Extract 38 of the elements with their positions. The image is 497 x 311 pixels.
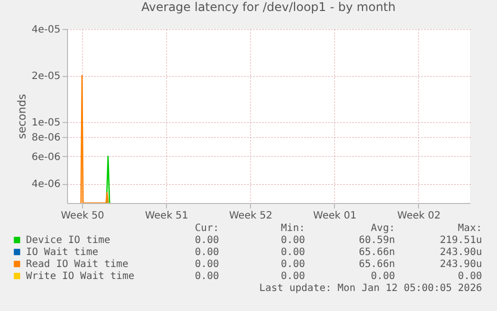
x-tick-label: Week 02: [397, 210, 441, 222]
x-tick-label: Week 01: [313, 210, 356, 222]
y-axis-title: seconds: [16, 94, 29, 139]
text: Cur:: [194, 223, 219, 234]
text: 0.00: [194, 259, 219, 270]
x-tick-label: Week 52: [229, 210, 272, 222]
x-tick-label: Week 51: [144, 210, 188, 222]
text: Min:: [280, 223, 305, 234]
text: 0.00: [194, 271, 219, 282]
text: 0.00: [194, 235, 219, 246]
legend-label: Read IO Wait time: [26, 259, 128, 270]
text: 243.90u: [440, 247, 482, 258]
text: 0.00: [280, 247, 305, 258]
text: 243.90u: [440, 259, 482, 270]
text: Avg:: [370, 223, 395, 234]
text: 0.00: [194, 247, 219, 258]
text: 65.66n: [358, 259, 395, 270]
legend-label: Write IO Wait time: [26, 271, 134, 282]
y-tick-label: 2e-05: [32, 71, 60, 82]
text: 0.00: [280, 271, 305, 282]
y-tick-label: 8e-06: [32, 132, 60, 144]
legend-label: IO Wait time: [26, 247, 98, 258]
text: 0.00: [370, 271, 395, 282]
text: 0.00: [280, 259, 305, 270]
chart-title: Average latency for /dev/loop1 - by month: [141, 0, 396, 14]
text: 65.66n: [358, 247, 395, 258]
legend-label: Device IO time: [26, 235, 110, 246]
y-tick-label: 6e-06: [32, 152, 60, 163]
y-tick-label: 4e-06: [32, 179, 60, 190]
y-tick-label: 4e-05: [32, 24, 60, 36]
text: Last update: Mon Jan 12 05:00:05 2026: [259, 283, 482, 294]
text: 60.59n: [358, 235, 395, 246]
text: Max:: [458, 223, 482, 234]
text: 0.00: [280, 235, 305, 246]
y-tick-label: 1e-05: [32, 118, 60, 129]
x-tick-label: Week 50: [60, 210, 104, 222]
text: 219.51u: [440, 235, 482, 246]
text: 0.00: [458, 271, 482, 282]
